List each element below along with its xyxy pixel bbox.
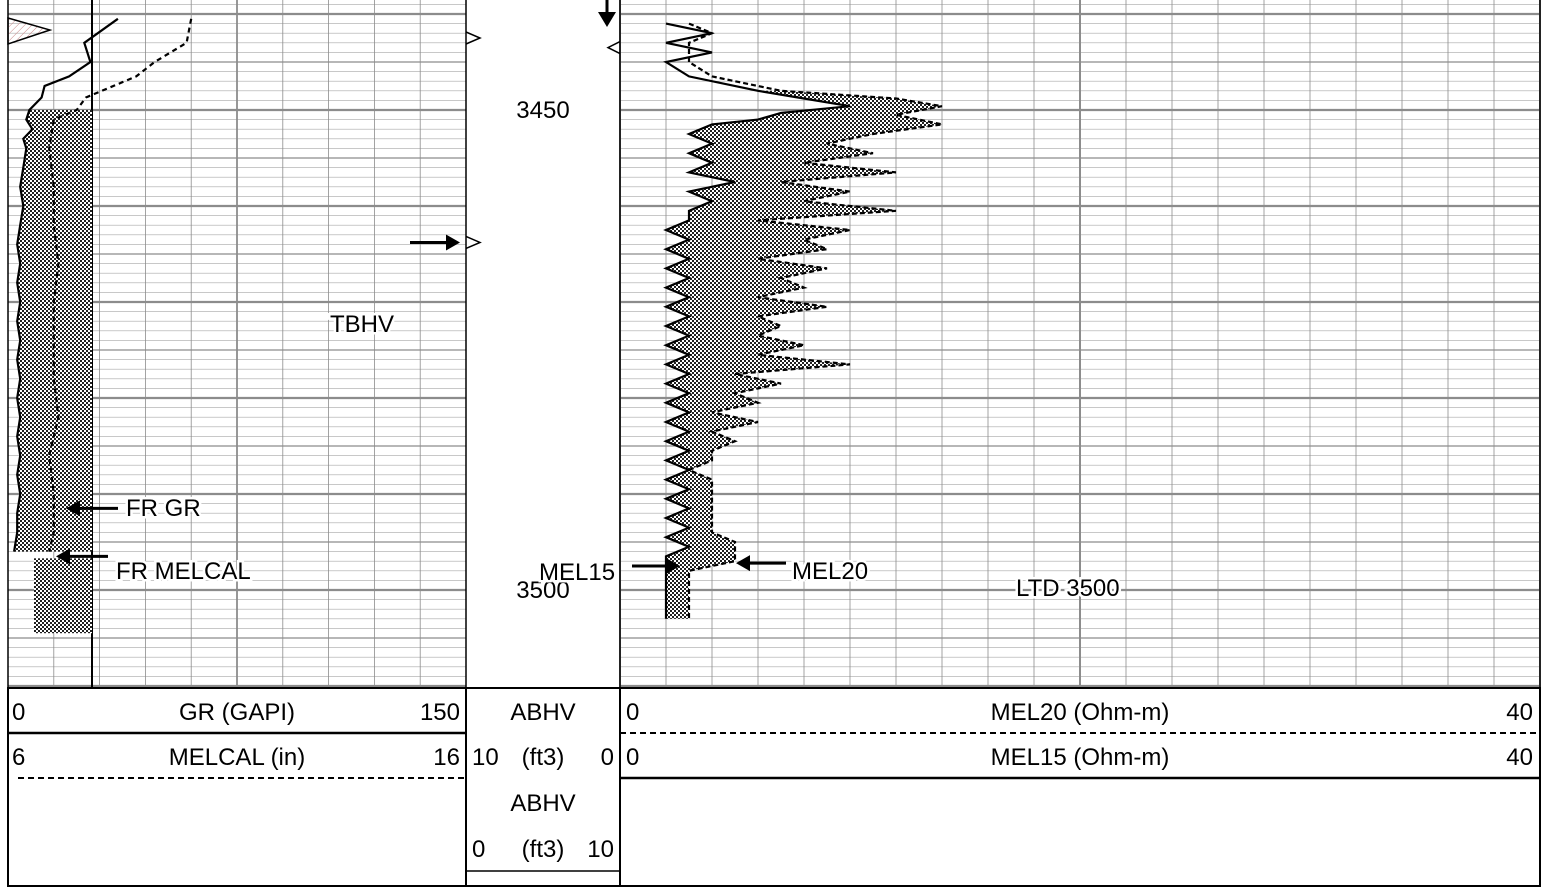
- mel20-arrow-head: [736, 555, 750, 571]
- melcal-scale-min: 6: [12, 744, 25, 771]
- abhv-unit-1: (ft3): [522, 744, 565, 771]
- mel15-scale-label: MEL15 (Ohm-m): [991, 744, 1170, 771]
- fr-melcal-label: FR MELCAL: [116, 558, 251, 585]
- melcal-scale-max: 16: [433, 744, 460, 771]
- abhv-scale-min-1: 10: [472, 744, 499, 771]
- mel20-scale-min: 0: [626, 699, 639, 726]
- mel20-scale-label: MEL20 (Ohm-m): [991, 699, 1170, 726]
- fr-gr-label: FR GR: [126, 495, 201, 522]
- abhv-label-1: ABHV: [510, 699, 575, 726]
- tbhv-tick: [466, 32, 480, 44]
- gr-scale-min: 0: [12, 699, 25, 726]
- mel20-marker-label: MEL20: [792, 558, 868, 585]
- curves: [14, 19, 942, 619]
- mel20-scale-max: 40: [1506, 699, 1533, 726]
- melcal-scale-label: MELCAL (in): [169, 744, 305, 771]
- gr-shading-block: [34, 558, 92, 633]
- abhv-scale-min-2: 0: [472, 836, 485, 863]
- abhv-label-2: ABHV: [510, 790, 575, 817]
- tbhv-arrow-head: [446, 234, 460, 250]
- gr-scale-max: 150: [420, 699, 460, 726]
- mel15-scale-max: 40: [1506, 744, 1533, 771]
- tbhv-tick: [466, 236, 480, 248]
- mel15-marker-label: MEL15: [539, 559, 615, 586]
- gr-scale-label: GR (GAPI): [179, 699, 295, 726]
- abhv-scale-max-1: 0: [601, 744, 614, 771]
- depth-label-3450: 3450: [516, 97, 569, 124]
- abhv-unit-2: (ft3): [522, 836, 565, 863]
- tbhv-marker-label: TBHV: [330, 311, 394, 338]
- abhv-tick: [608, 42, 620, 54]
- ltd-label: LTD 3500: [1016, 575, 1120, 602]
- mel15-scale-min: 0: [626, 744, 639, 771]
- top-left-fill: [8, 18, 50, 44]
- down-arrow-head: [598, 12, 616, 27]
- abhv-scale-max-2: 10: [587, 836, 614, 863]
